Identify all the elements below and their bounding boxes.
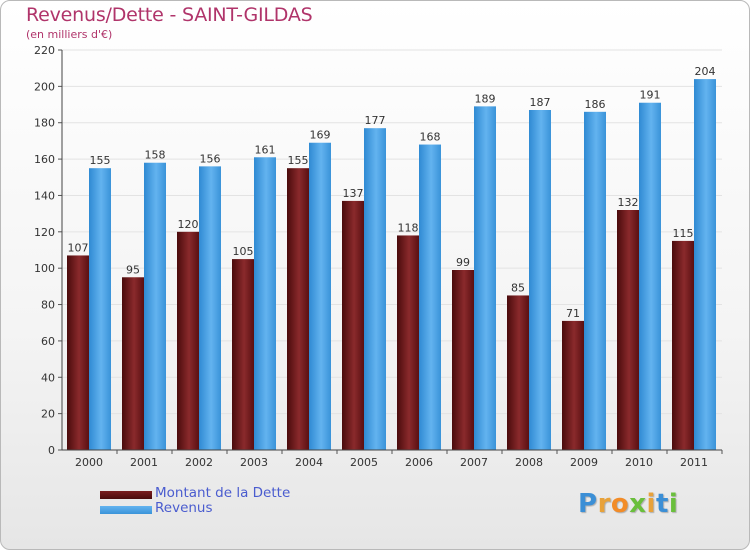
data-label-revenus: 168 xyxy=(420,131,441,144)
data-label-revenus: 187 xyxy=(530,96,551,109)
logo-letter: P xyxy=(578,489,598,519)
legend-label-revenus: Revenus xyxy=(155,500,213,516)
bar-dette xyxy=(232,259,254,450)
y-tick-label: 220 xyxy=(34,44,55,57)
legend-swatch-dette xyxy=(100,491,152,499)
y-tick-label: 0 xyxy=(48,444,55,457)
bar-dette xyxy=(177,231,199,450)
data-label-revenus: 156 xyxy=(200,152,221,165)
data-label-dette: 105 xyxy=(233,245,254,258)
logo-letter: o xyxy=(610,489,630,519)
chart-subtitle: (en milliers d'€) xyxy=(26,28,113,41)
data-label-revenus: 158 xyxy=(145,149,166,162)
bar-revenus xyxy=(309,142,331,450)
data-label-revenus: 155 xyxy=(90,154,111,167)
y-tick-label: 180 xyxy=(34,117,55,130)
bar-revenus xyxy=(419,144,441,450)
x-tick-label: 2009 xyxy=(570,456,598,469)
bar-dette xyxy=(452,270,474,450)
legend-label-dette: Montant de la Dette xyxy=(155,485,291,501)
data-label-revenus: 161 xyxy=(255,143,276,156)
logo-letter: i xyxy=(668,489,679,519)
chart-title: Revenus/Dette - SAINT-GILDAS xyxy=(26,4,313,26)
bar-revenus xyxy=(584,111,606,451)
bar-dette xyxy=(507,295,529,450)
y-tick-label: 100 xyxy=(34,262,55,275)
data-label-revenus: 191 xyxy=(640,89,661,102)
x-tick-label: 2008 xyxy=(515,456,543,469)
bar-revenus xyxy=(474,106,496,450)
x-tick-label: 2001 xyxy=(130,456,158,469)
x-tick-label: 2011 xyxy=(680,456,708,469)
x-tick-label: 2005 xyxy=(350,456,378,469)
data-label-dette: 85 xyxy=(511,281,525,294)
data-label-dette: 95 xyxy=(126,263,140,276)
y-tick-label: 80 xyxy=(41,299,55,312)
bar-revenus xyxy=(529,110,551,450)
data-label-dette: 118 xyxy=(398,221,419,234)
data-label-revenus: 204 xyxy=(695,65,716,78)
bar-dette xyxy=(287,168,309,450)
x-tick-label: 2006 xyxy=(405,456,433,469)
data-label-dette: 132 xyxy=(618,196,639,209)
bar-revenus xyxy=(639,102,661,451)
data-label-revenus: 169 xyxy=(310,129,331,142)
bar-dette xyxy=(617,210,639,450)
bar-dette xyxy=(67,255,89,450)
legend-swatch-revenus xyxy=(100,506,152,514)
x-tick-label: 2007 xyxy=(460,456,488,469)
logo-letter: x xyxy=(629,489,647,519)
bar-dette xyxy=(672,240,694,450)
y-tick-label: 60 xyxy=(41,335,55,348)
bar-dette xyxy=(397,235,419,450)
logo-letter: t xyxy=(655,489,669,519)
logo-letter: i xyxy=(646,489,656,519)
data-label-dette: 107 xyxy=(68,241,89,254)
data-label-dette: 120 xyxy=(178,218,199,231)
bar-dette xyxy=(122,277,144,450)
bar-revenus xyxy=(199,166,221,450)
data-label-dette: 115 xyxy=(673,227,694,240)
y-tick-label: 140 xyxy=(34,189,55,202)
data-label-revenus: 177 xyxy=(365,114,386,127)
bar-revenus xyxy=(144,162,166,450)
bar-revenus xyxy=(694,79,716,450)
y-tick-label: 200 xyxy=(34,80,55,93)
y-tick-label: 120 xyxy=(34,226,55,239)
data-label-dette: 99 xyxy=(456,256,470,269)
y-tick-label: 40 xyxy=(41,371,55,384)
data-label-dette: 137 xyxy=(343,187,364,200)
bar-dette xyxy=(562,320,584,450)
data-label-dette: 155 xyxy=(288,154,309,167)
proxiti-logo: Proxiti xyxy=(578,489,678,519)
x-tick-label: 2002 xyxy=(185,456,213,469)
x-tick-label: 2000 xyxy=(75,456,103,469)
y-tick-label: 160 xyxy=(34,153,55,166)
bar-revenus xyxy=(364,128,386,450)
y-tick-label: 20 xyxy=(41,408,55,421)
bar-dette xyxy=(342,200,364,450)
bar-revenus xyxy=(254,157,276,451)
x-tick-label: 2004 xyxy=(295,456,323,469)
data-label-revenus: 186 xyxy=(585,98,606,111)
logo-letter: r xyxy=(597,489,611,519)
data-label-dette: 71 xyxy=(566,307,580,320)
x-tick-label: 2010 xyxy=(625,456,653,469)
x-tick-label: 2003 xyxy=(240,456,268,469)
bar-revenus xyxy=(89,168,111,450)
data-label-revenus: 189 xyxy=(475,92,496,105)
